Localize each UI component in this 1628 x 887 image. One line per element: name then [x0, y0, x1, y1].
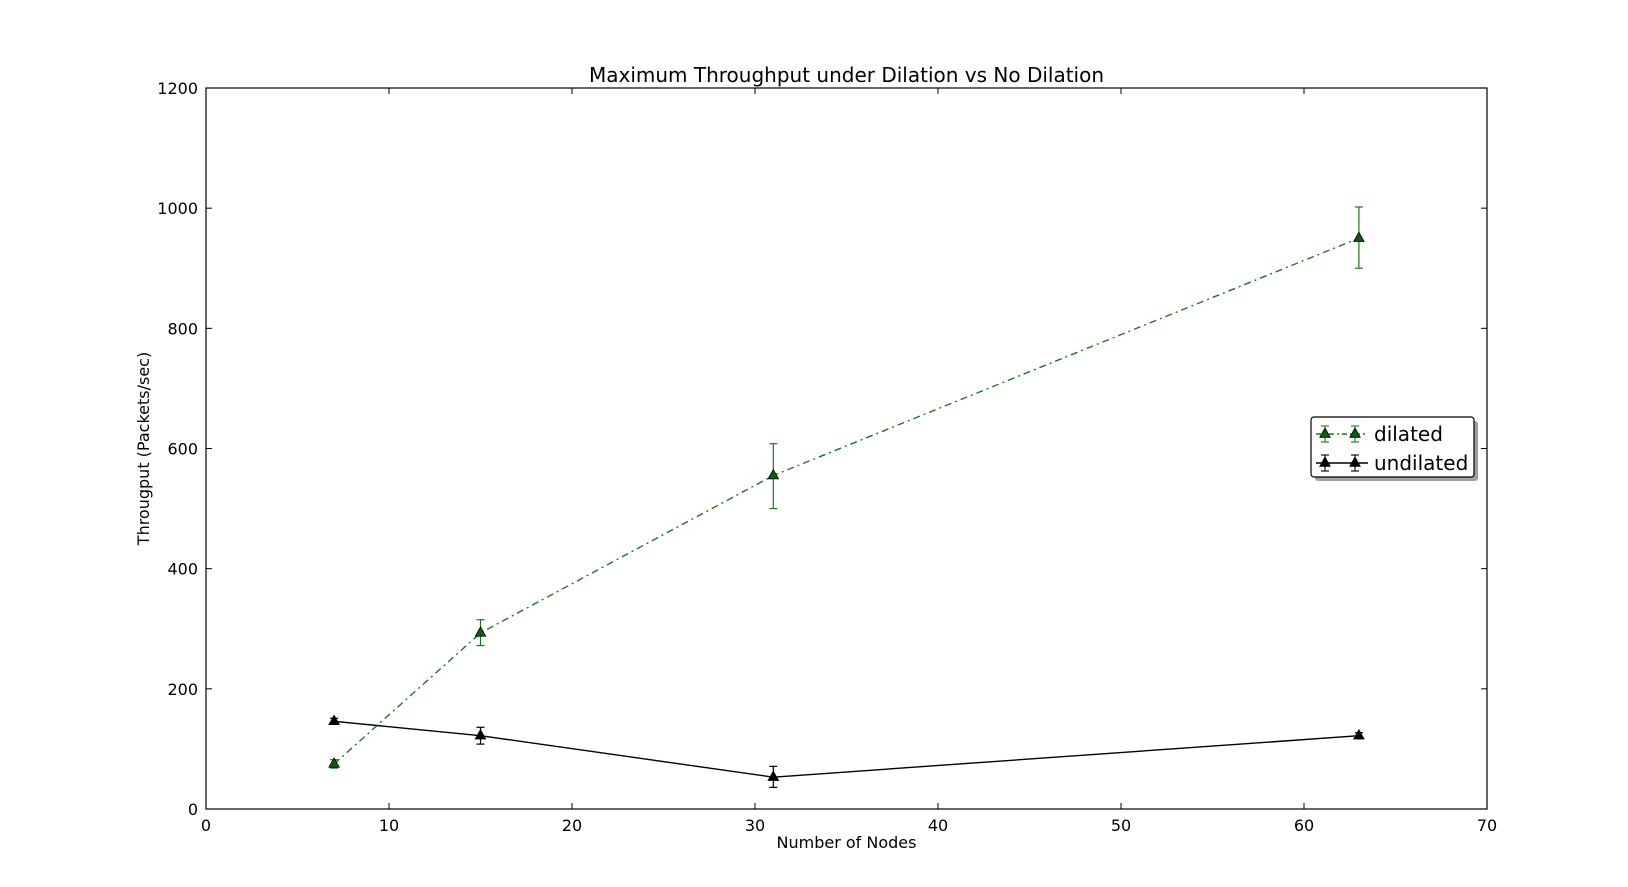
series-line-undilated: [334, 720, 1359, 778]
data-point: [328, 757, 341, 768]
data-point: [474, 728, 487, 740]
data-point: [1352, 728, 1365, 740]
legend-label-dilated: dilated: [1374, 422, 1443, 446]
plot-area: 0 10 20 30 40 50 60 70 0 200 400 600 800 1000 1200: [157, 79, 1497, 835]
x-tick-label: 20: [562, 816, 582, 835]
legend-marker: [1349, 456, 1361, 467]
x-tick-label: 70: [1477, 816, 1497, 835]
data-point: [474, 626, 487, 637]
data-point: [767, 770, 780, 781]
y-tick-label: 600: [167, 440, 198, 459]
legend-marker: [1349, 427, 1361, 438]
x-tick-label: 10: [379, 816, 399, 835]
series-dilated: [328, 206, 1365, 769]
series-line-dilated: [333, 237, 1360, 765]
y-tick-label: 200: [167, 680, 198, 699]
y-tick-label: 800: [167, 319, 198, 338]
data-point: [328, 714, 341, 725]
legend-label-undilated: undilated: [1374, 451, 1468, 475]
x-tick-label: 30: [745, 816, 765, 835]
x-tick-label: 50: [1111, 816, 1131, 835]
legend-marker: [1319, 456, 1331, 467]
x-axis-label: Number of Nodes: [777, 833, 917, 852]
chart-title: Maximum Throughput under Dilation vs No …: [589, 63, 1104, 87]
y-tick-label: 0: [188, 800, 198, 819]
data-point: [1352, 231, 1365, 242]
x-tick-label: 60: [1294, 816, 1314, 835]
x-tick-label: 0: [201, 816, 211, 835]
series-undilated: [328, 714, 1365, 788]
y-tick-label: 1200: [157, 79, 198, 98]
data-point: [767, 468, 780, 480]
legend-marker: [1319, 427, 1331, 438]
y-tick-label: 1000: [157, 199, 198, 218]
x-tick-label: 40: [928, 816, 948, 835]
y-axis-label: Througput (Packets/sec): [134, 352, 153, 546]
y-tick-label: 400: [167, 560, 198, 579]
legend: dilated undilated: [1310, 416, 1478, 481]
